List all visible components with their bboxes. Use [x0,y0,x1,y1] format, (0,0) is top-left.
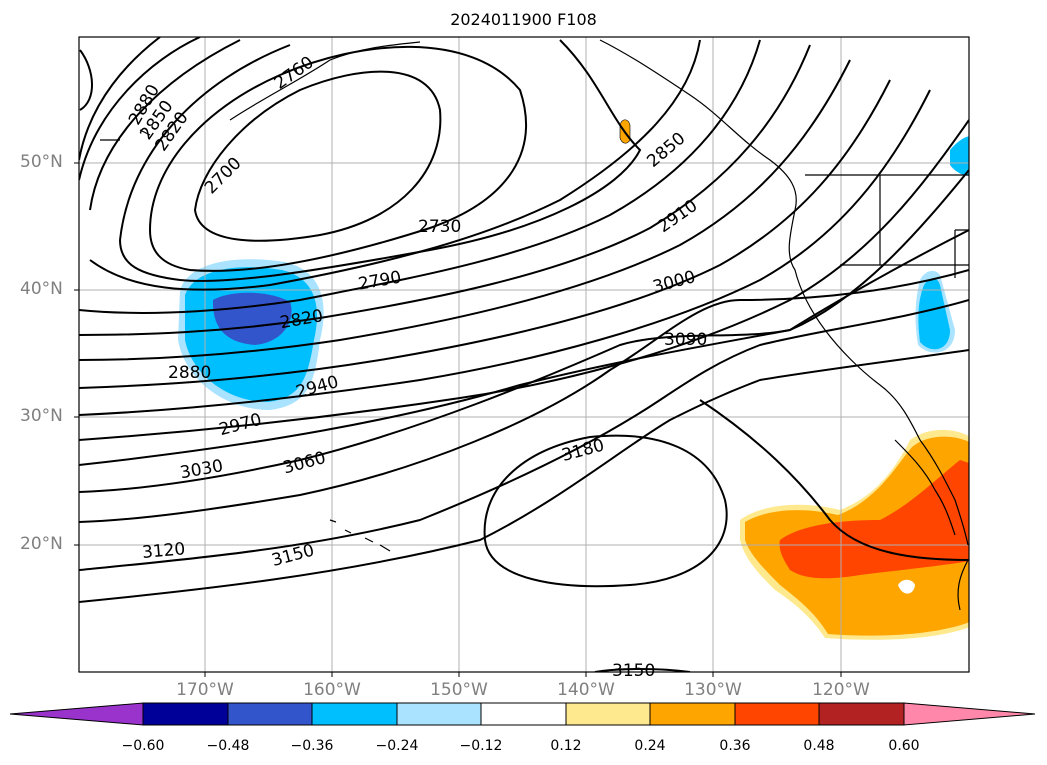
contour-label: 3030 [179,456,225,483]
contour-label: 2970 [217,410,264,441]
colorbar-tick: −0.60 [121,738,165,754]
contour-label: 2910 [654,196,701,237]
colorbar-tick: −0.24 [375,738,419,754]
colorbar-tick: −0.48 [206,738,250,754]
lat-label-40n: 40°N [20,279,63,299]
colorbar-tick: 0.36 [719,738,751,754]
contour-label: 2700 [201,154,246,199]
colorbar-tick: 0.12 [550,738,582,754]
colorbar-tick: 0.60 [888,738,920,754]
map-title: 2024011900 F108 [450,10,597,29]
lon-label-140w: 140°W [557,680,615,700]
contour-label: 3180 [560,435,607,466]
map-frame [78,36,970,673]
contour-label: 2790 [357,267,403,294]
colorbar-tick: −0.36 [290,738,334,754]
contour-label: 3150 [612,661,655,681]
graticule [79,37,969,672]
contour-label: 2760 [271,53,318,94]
contour-label: 3000 [651,267,698,298]
coastlines [100,39,969,611]
contour-label: 3120 [141,539,186,563]
height-contours [79,37,969,672]
contour-labels: 2760 2880 2850 2820 2700 2730 2790 2850 … [125,53,707,681]
lat-label-50n: 50°N [20,152,63,172]
positive-anomaly-region [619,119,969,640]
lon-label-160w: 160°W [303,680,361,700]
axis-ticks [74,162,842,677]
contour-label: 2850 [643,129,689,172]
colorbar-tick: −0.12 [459,738,503,754]
lon-label-120w: 120°W [812,680,870,700]
lon-label-170w: 170°W [176,680,234,700]
lat-label-20n: 20°N [20,534,63,554]
colorbar-tick: 0.24 [634,738,666,754]
colorbar [9,702,1036,726]
contour-label: 3090 [664,330,707,350]
contour-label: 3060 [281,448,328,479]
lon-label-130w: 130°W [684,680,742,700]
lat-label-30n: 30°N [20,406,63,426]
lon-label-150w: 150°W [430,680,488,700]
colorbar-tick: 0.48 [803,738,835,754]
contour-label: 2880 [168,363,211,383]
contour-label: 2730 [418,217,461,237]
